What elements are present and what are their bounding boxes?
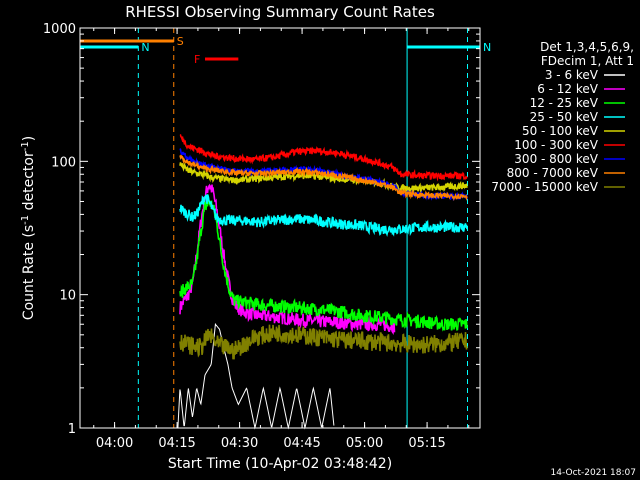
legend-label-5: 100 - 300 keV [514, 138, 598, 152]
legend-label-2: 12 - 25 keV [530, 96, 599, 110]
y-axis-label-main: Count Rate (s [21, 225, 37, 320]
legend-label-6: 300 - 800 keV [514, 152, 598, 166]
x-axis-label: Start Time (10-Apr-02 03:48:42) [168, 456, 392, 472]
series-line-5 [179, 134, 468, 182]
flag-label-f-3: F [194, 53, 200, 66]
legend: Det 1,3,4,5,6,9, FDecim 1, Att 1 3 - 6 k… [491, 40, 634, 194]
timestamp: 14-Oct-2021 18:07 [551, 468, 636, 478]
y-axis-label-mid: detector [21, 151, 37, 215]
legend-label-7: 800 - 7000 keV [507, 166, 599, 180]
y-axis-label: Count Rate (s-1 detector-1) [20, 136, 37, 320]
y-tick-label-3: 1000 [43, 22, 76, 37]
x-tick-label-3: 04:45 [283, 436, 320, 451]
x-tick-label-1: 04:15 [158, 436, 195, 451]
legend-label-0: 3 - 6 keV [545, 68, 599, 82]
series-line-1 [179, 183, 396, 335]
y-axis-label-sup2: -1 [20, 141, 31, 151]
legend-label-1: 6 - 12 keV [537, 82, 599, 96]
flag-label-s-0: S [177, 35, 184, 48]
series-line-8 [179, 324, 468, 360]
flag-label-n-2: N [483, 41, 491, 54]
y-tick-label-1: 10 [59, 289, 76, 304]
y-tick-label-0: 1 [68, 422, 76, 437]
plot-frame [79, 27, 481, 429]
chart-title: RHESSI Observing Summary Count Rates [125, 3, 435, 21]
y-axis-label-sup1: -1 [20, 215, 31, 225]
y-tick-label-2: 100 [51, 155, 76, 170]
legend-label-3: 25 - 50 keV [530, 110, 599, 124]
x-tick-label-5: 05:15 [408, 436, 445, 451]
series-line-7 [179, 154, 468, 202]
flag-label-n-1: N [141, 41, 149, 54]
x-tick-label-4: 05:00 [346, 436, 383, 451]
legend-label-4: 50 - 100 keV [522, 124, 599, 138]
legend-header-2: FDecim 1, Att 1 [541, 54, 634, 68]
series-line-0 [177, 322, 335, 430]
legend-label-8: 7000 - 15000 keV [491, 180, 598, 194]
series-line-2 [179, 198, 468, 332]
x-tick-label-0: 04:00 [96, 436, 133, 451]
series-line-3 [179, 194, 468, 238]
x-tick-label-2: 04:30 [221, 436, 258, 451]
legend-header-1: Det 1,3,4,5,6,9, [540, 40, 634, 54]
y-axis-label-end: ) [21, 136, 37, 141]
axes: 04:00 04:15 04:30 04:45 05:00 05:15 1 10 100 1000 [43, 22, 480, 451]
plot-area: S N N F [79, 28, 491, 430]
